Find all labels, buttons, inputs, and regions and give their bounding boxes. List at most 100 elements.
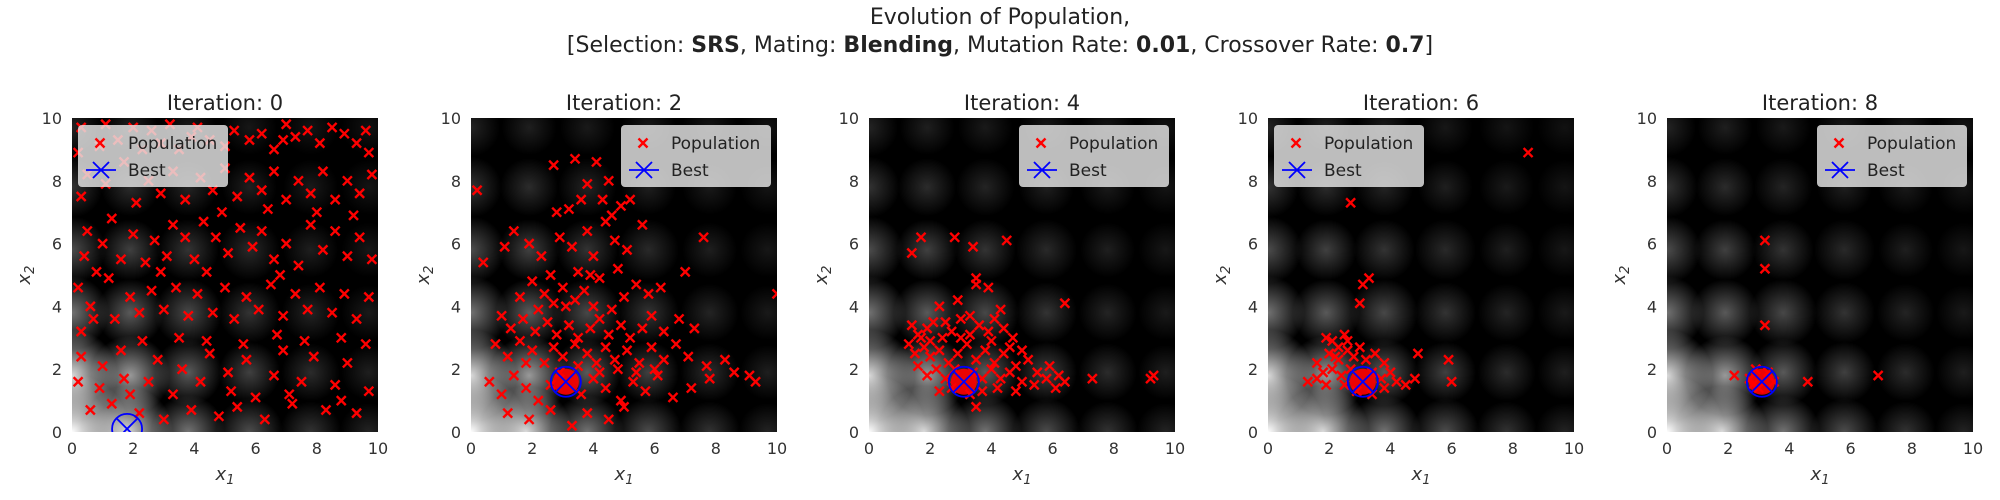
legend: Population Best [1019, 125, 1169, 187]
population-point [1360, 354, 1372, 366]
population-point [280, 118, 292, 130]
population-point [140, 257, 151, 268]
population-point [219, 282, 231, 293]
population-point [277, 134, 289, 146]
landscape-blob [740, 222, 777, 278]
subplot-panel: Iteration: 8 0 2 4 6 8 10 0 2 4 6 8 10 x1 x2 Population… [1609, 91, 1983, 488]
population-point [563, 203, 575, 215]
population-point [566, 241, 578, 253]
population-point [1354, 297, 1366, 309]
figure-title-line2: [Selection: SRS, Mating: Blending, Mutat… [0, 32, 2000, 60]
y-tick-label: 10 [1637, 109, 1657, 128]
population-point [477, 257, 489, 268]
legend-population-label: Population [128, 134, 217, 154]
population-point [115, 345, 127, 356]
y-tick-label: 0 [52, 423, 62, 442]
landscape-blob [957, 118, 1013, 155]
population-point [698, 231, 709, 243]
landscape-blob [1078, 283, 1137, 342]
population-point [207, 307, 219, 319]
x-tick-label: 6 [251, 439, 261, 458]
x-axis-label-subscript: 1 [226, 473, 234, 488]
population-point [244, 134, 255, 146]
population-point [1759, 235, 1771, 246]
best-marker-cross [1751, 371, 1773, 393]
landscape-blob [869, 216, 903, 284]
population-point [621, 244, 633, 256]
landscape-blob [283, 118, 339, 155]
population-point [652, 370, 664, 381]
best-marker [111, 412, 143, 432]
figure-title-line1: Evolution of Population, [869, 5, 1131, 30]
landscape-blob [1477, 283, 1536, 342]
landscape-blob [1667, 275, 1704, 350]
population-point [934, 385, 945, 397]
population-point [317, 166, 329, 177]
landscape-blob [471, 216, 505, 284]
population-point [1004, 341, 1016, 353]
landscape-blob [679, 401, 741, 432]
x-tick-label: 0 [1662, 439, 1672, 458]
population-point [1728, 370, 1740, 381]
landscape-blob [1347, 395, 1421, 432]
population-point [581, 225, 593, 237]
population-point [979, 345, 991, 356]
population-point [685, 382, 697, 394]
population-point [195, 376, 206, 388]
population-point [228, 125, 240, 136]
landscape-blob [339, 402, 378, 432]
y-tick-label: 8 [849, 172, 859, 191]
population-point [290, 288, 301, 300]
population-point [581, 407, 593, 419]
best-marker-ring [1745, 365, 1778, 398]
population-point [921, 370, 933, 381]
population-point [238, 338, 249, 350]
population-point [667, 392, 679, 403]
population-point [915, 231, 927, 243]
population-point [222, 366, 234, 378]
population-point [569, 338, 581, 350]
population-point [1028, 379, 1040, 391]
landscape-blob [1350, 279, 1418, 347]
population-point [508, 225, 520, 237]
y-axis-label-subscript: 2 [1618, 266, 1633, 274]
population-point [75, 326, 87, 337]
population-point [499, 241, 511, 253]
x-tick-label: 6 [1447, 439, 1457, 458]
population-point [517, 313, 529, 325]
population-point [955, 313, 967, 325]
landscape-blob [1535, 402, 1574, 432]
legend-best-label: Best [1867, 161, 1905, 181]
subplot-title: Iteration: 6 [1363, 91, 1479, 115]
best-marker-ring [549, 365, 582, 398]
landscape-blob [1015, 219, 1078, 281]
crossover-label: , Crossover Rate: [1190, 33, 1386, 58]
population-point [591, 156, 602, 168]
landscape-blob [898, 158, 957, 217]
y-tick-label: 2 [849, 360, 859, 379]
population-point [992, 382, 1003, 394]
y-tick-label: 6 [451, 235, 461, 254]
landscape-blob [90, 335, 170, 416]
x-tick-label: 0 [67, 439, 77, 458]
population-point [1333, 341, 1344, 353]
population-point [241, 291, 252, 303]
x-tick-label: 6 [650, 439, 660, 458]
landscape-blob [1691, 279, 1759, 347]
subplot-title: Iteration: 2 [566, 91, 682, 115]
population-point [1369, 348, 1381, 359]
landscape-blob [680, 283, 739, 342]
population-point [124, 291, 136, 303]
population-point [1522, 147, 1534, 158]
landscape-blob [740, 285, 777, 341]
population-point [363, 385, 375, 397]
population-point [569, 153, 581, 165]
population-point [155, 188, 167, 199]
landscape-blob [1936, 285, 1973, 341]
population-point [299, 335, 310, 347]
population-point [326, 307, 338, 319]
population-point [906, 319, 918, 331]
population-point [581, 348, 593, 359]
population-series [471, 153, 777, 432]
population-point [520, 357, 532, 369]
